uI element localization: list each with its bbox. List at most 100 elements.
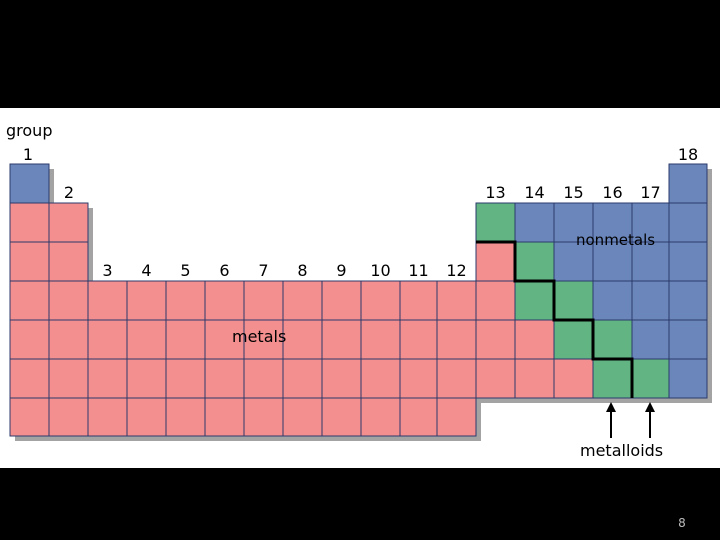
metal-cell (9, 280, 50, 321)
nonmetal-cell (631, 319, 670, 360)
metal-cell (9, 202, 50, 243)
metals-label: metals (232, 327, 286, 346)
metalloid-staircase-border (476, 240, 634, 398)
metal-cell (321, 280, 362, 321)
metal-cell (436, 319, 477, 360)
metalloid-arrows (606, 402, 655, 438)
metal-cell (475, 319, 516, 360)
group-number-13: 13 (485, 183, 505, 202)
metalloid-cell (592, 319, 633, 360)
metal-cell (9, 319, 50, 360)
arrow-up-icon (606, 402, 616, 412)
group-number-18: 18 (678, 145, 698, 164)
group-number-8: 8 (297, 261, 307, 280)
nonmetal-cell (514, 202, 555, 243)
metal-cell (399, 280, 438, 321)
metal-cell (126, 397, 167, 437)
metal-cell (9, 397, 50, 437)
nonmetal-cell (631, 202, 670, 243)
arrow-up-icon (645, 402, 655, 412)
metal-cell (553, 358, 594, 399)
metal-cell (514, 358, 555, 399)
metal-cell (165, 358, 206, 399)
metal-cell (243, 280, 284, 321)
nonmetal-cell (668, 202, 708, 243)
slide-number: 8 (678, 516, 686, 530)
metal-cell (360, 358, 401, 399)
metal-cell (436, 397, 477, 437)
nonmetal-cell (592, 280, 633, 321)
group-number-14: 14 (524, 183, 544, 202)
staircase-line (476, 240, 634, 398)
group-number-5: 5 (180, 261, 190, 280)
metal-cell (48, 241, 89, 282)
group-number-6: 6 (219, 261, 229, 280)
metal-cell (126, 358, 167, 399)
group-number-1: 1 (23, 145, 33, 164)
metal-cell (9, 358, 50, 399)
group-number-12: 12 (446, 261, 466, 280)
metalloid-cell (553, 319, 594, 360)
metal-cell (165, 397, 206, 437)
metal-cell (87, 319, 128, 360)
metalloid-cell (514, 280, 555, 321)
group-number-7: 7 (258, 261, 268, 280)
nonmetal-cell (668, 241, 708, 282)
metal-cell (321, 358, 362, 399)
metalloid-cell (553, 280, 594, 321)
metal-cell (282, 358, 323, 399)
metal-cell (475, 280, 516, 321)
metal-cell (360, 397, 401, 437)
group-number-3: 3 (102, 261, 112, 280)
metal-cell (514, 319, 555, 360)
metal-cell (360, 319, 401, 360)
nonmetal-cell (668, 163, 708, 204)
metal-cell (436, 280, 477, 321)
metal-cell (48, 319, 89, 360)
metal-cell (48, 280, 89, 321)
metal-cell (204, 280, 245, 321)
group-number-11: 11 (408, 261, 428, 280)
metal-cell (282, 280, 323, 321)
metal-cell (204, 358, 245, 399)
metal-cell (360, 280, 401, 321)
group-number-9: 9 (336, 261, 346, 280)
metal-cell (48, 397, 89, 437)
metal-cell (48, 202, 89, 243)
metalloid-cell (592, 358, 633, 399)
metalloid-cell (514, 241, 555, 282)
metalloid-cell (475, 202, 516, 243)
metal-cell (165, 280, 206, 321)
metal-cell (282, 319, 323, 360)
metal-cell (243, 358, 284, 399)
metalloid-cell (631, 358, 670, 399)
metal-cell (48, 358, 89, 399)
group-number-15: 15 (563, 183, 583, 202)
nonmetal-cell (668, 319, 708, 360)
group-number-16: 16 (602, 183, 622, 202)
metal-cell (165, 319, 206, 360)
metal-cell (282, 397, 323, 437)
metal-cell (9, 241, 50, 282)
metal-cell (87, 280, 128, 321)
metal-cell (475, 241, 516, 282)
nonmetal-cell (631, 241, 670, 282)
metalloids-label: metalloids (580, 441, 663, 460)
metal-cell (321, 397, 362, 437)
metal-cell (87, 358, 128, 399)
metal-cell (204, 397, 245, 437)
periodic-table-panel: group 1 2 3 4 5 6 7 8 9 10 11 12 13 14 15 16 17 18 metals… (0, 108, 720, 468)
metal-cell (126, 319, 167, 360)
cell-grid (9, 163, 708, 437)
metal-cell (126, 280, 167, 321)
group-word: group (6, 121, 52, 140)
metal-cell (243, 397, 284, 437)
metal-cell (399, 397, 438, 437)
nonmetal-cell (668, 358, 708, 399)
metal-cell (87, 397, 128, 437)
group-number-17: 17 (640, 183, 660, 202)
metal-cell (475, 358, 516, 399)
group-number-10: 10 (370, 261, 390, 280)
